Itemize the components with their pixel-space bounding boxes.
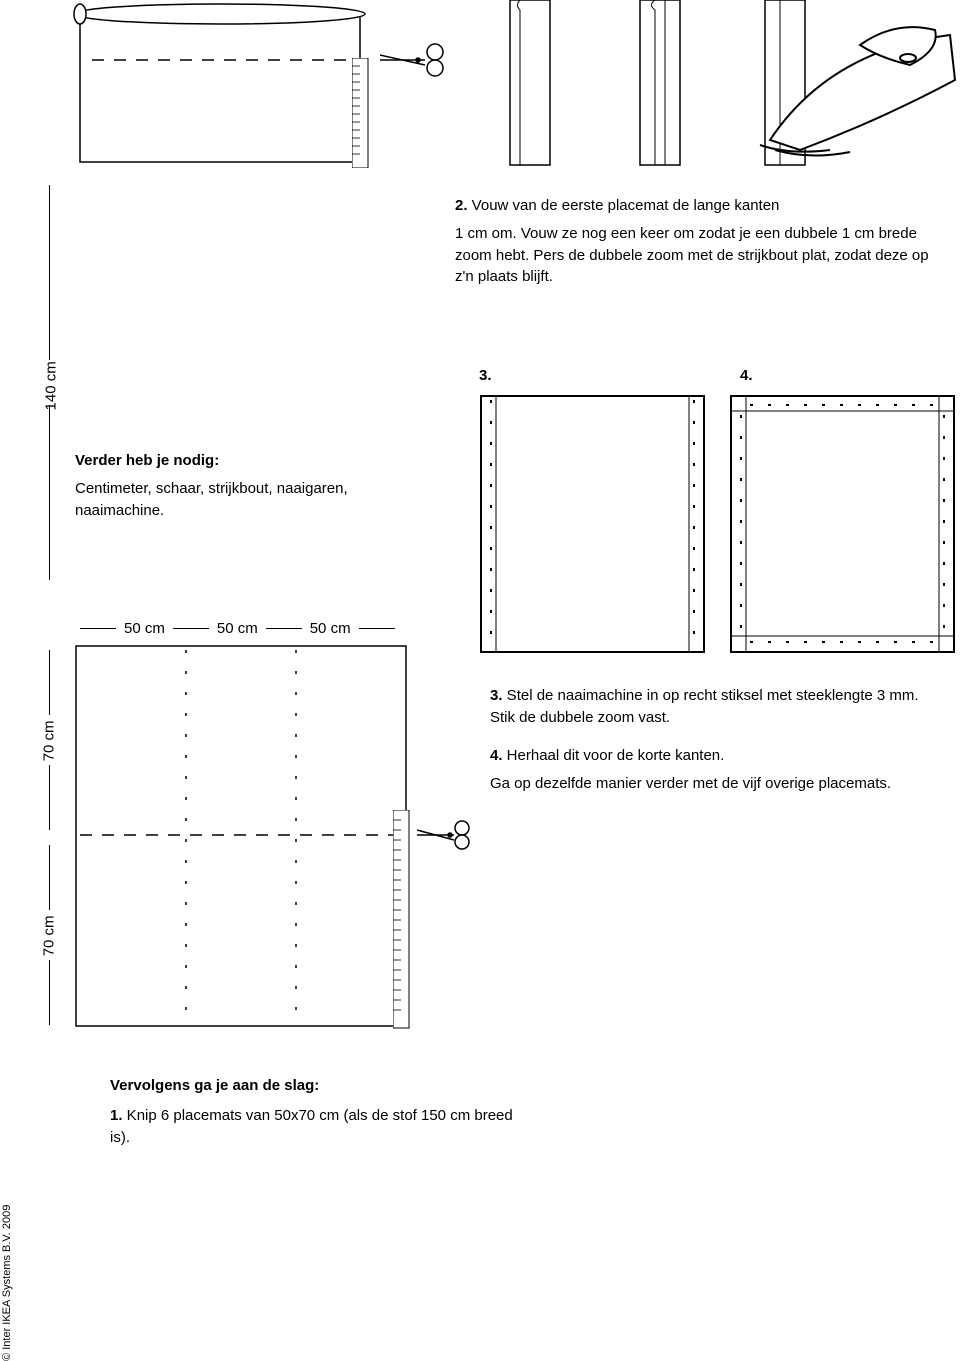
step3-body: 3. Stel de naaimachine in op recht stiks… — [490, 685, 930, 735]
dim-50cm-row: 50 cm 50 cm 50 cm — [80, 618, 395, 640]
next-text: Vervolgens ga je aan de slag: 1. Knip 6 … — [110, 1075, 530, 1154]
step4-body: 4. Herhaal dit voor de korte kanten. Ga … — [490, 745, 891, 801]
dim-70cm-bottom-label: 70 cm — [39, 915, 61, 956]
fold-strip-1 — [500, 0, 560, 170]
copyright: © Inter IKEA Systems B.V. 2009 — [0, 1205, 16, 1361]
scissors-icon-bottom — [412, 808, 482, 863]
ruler-top — [352, 58, 370, 168]
ruler-bottom — [393, 810, 411, 1030]
scissors-icon-top — [370, 30, 460, 90]
step4-number: 4. — [740, 365, 753, 387]
needs-text: Verder heb je nodig: Centimeter, schaar,… — [75, 450, 435, 527]
step4-diagram — [730, 395, 955, 655]
dim-70cm-top-label: 70 cm — [39, 720, 61, 761]
step3-diagram — [480, 395, 705, 655]
fabric-roll-illustration — [70, 0, 380, 170]
step3-number: 3. — [479, 365, 492, 387]
fold-strip-2 — [630, 0, 690, 170]
dim-140cm-label: 140 cm — [41, 361, 63, 410]
step2-text: 2. Vouw van de eerste placemat de lange … — [455, 195, 935, 294]
iron-illustration — [740, 10, 960, 170]
cutting-diagram — [75, 645, 410, 1030]
